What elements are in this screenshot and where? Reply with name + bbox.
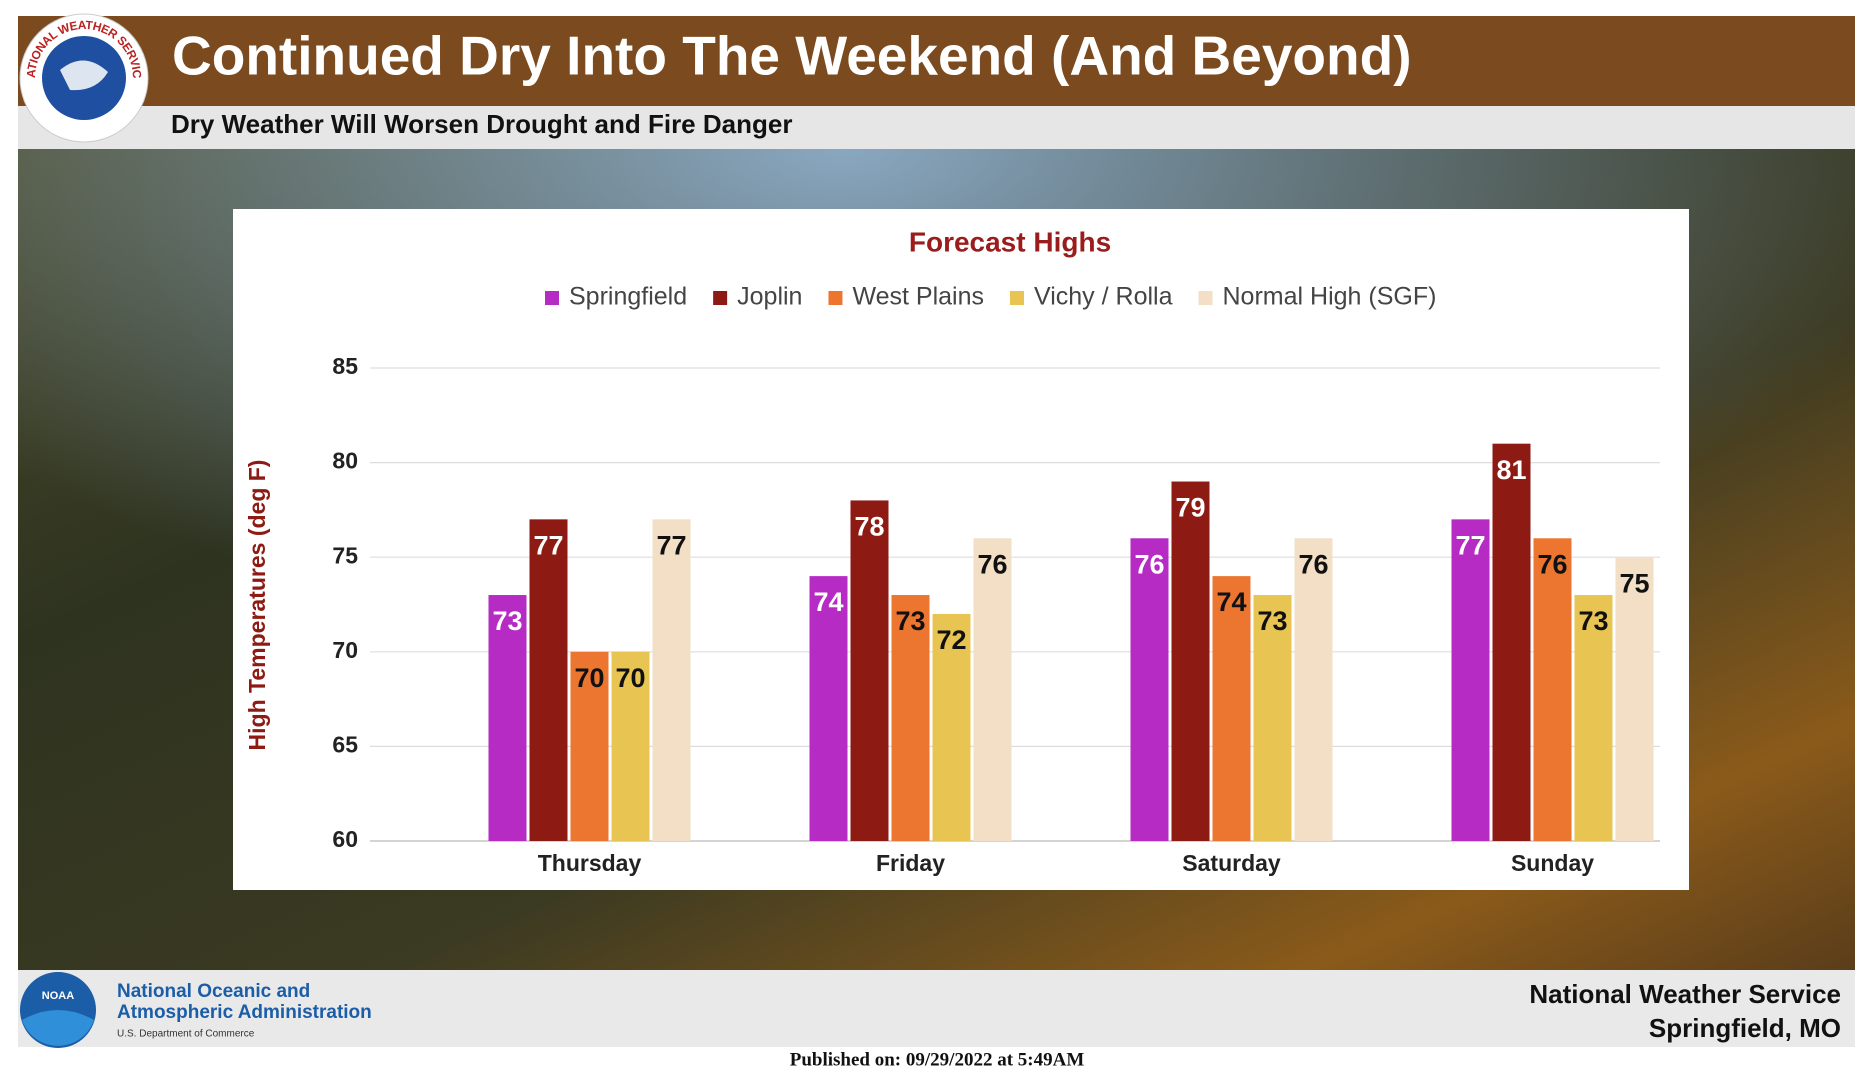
bar (570, 651, 609, 841)
value-label: 70 (574, 663, 604, 693)
page-title: Continued Dry Into The Weekend (And Beyo… (172, 25, 1412, 87)
page-subtitle: Dry Weather Will Worsen Drought and Fire… (171, 109, 792, 139)
y-tick-label: 85 (332, 353, 358, 379)
x-tick-label: Saturday (1182, 850, 1281, 876)
bar (1130, 538, 1169, 841)
value-label: 79 (1175, 493, 1205, 523)
legend-label: Springfield (569, 283, 687, 311)
bar (1533, 538, 1572, 841)
footer-bar (18, 970, 1855, 1047)
bar (973, 538, 1012, 841)
y-tick-label: 70 (332, 637, 358, 663)
header-bar (18, 16, 1855, 106)
bar (932, 613, 971, 841)
published-date: Published on: 09/29/2022 at 5:49AM (790, 1049, 1085, 1070)
value-label: 73 (1578, 606, 1608, 636)
chart: Forecast Highs High Temperatures (deg F)… (244, 226, 1660, 876)
value-label: 73 (895, 606, 925, 636)
bar (1171, 481, 1210, 841)
value-label: 76 (1298, 549, 1328, 579)
value-label: 77 (533, 530, 563, 560)
agency-line: National Oceanic and (117, 981, 310, 1002)
value-label: 75 (1619, 568, 1649, 598)
x-tick-label: Sunday (1511, 850, 1594, 876)
bar (652, 519, 691, 841)
bar (809, 576, 848, 841)
bar (488, 595, 527, 841)
legend-label: Vichy / Rolla (1034, 283, 1173, 311)
value-label: 74 (1216, 587, 1246, 617)
value-label: 74 (813, 587, 843, 617)
value-label: 77 (1455, 530, 1485, 560)
department: U.S. Department of Commerce (117, 1029, 255, 1040)
bar (1492, 443, 1531, 841)
legend-swatch (1010, 291, 1024, 305)
value-label: 78 (854, 512, 884, 542)
legend-label: Normal High (SGF) (1223, 283, 1437, 311)
bar (1212, 576, 1251, 841)
y-tick-label: 75 (332, 542, 358, 568)
value-label: 73 (492, 606, 522, 636)
bar (529, 519, 568, 841)
bar (1294, 538, 1333, 841)
bar (1574, 595, 1613, 841)
value-label: 73 (1257, 606, 1287, 636)
value-label: 77 (656, 530, 686, 560)
legend-swatch (1198, 291, 1213, 305)
noaa-logo: NOAA (20, 972, 96, 1048)
office-line: National Weather Service (1529, 979, 1841, 1009)
bar (891, 595, 930, 841)
noaa-logo-text: NOAA (42, 990, 74, 1002)
y-tick-label: 60 (332, 826, 358, 852)
value-label: 72 (936, 625, 966, 655)
x-tick-label: Thursday (538, 850, 642, 876)
value-label: 76 (1134, 549, 1164, 579)
logo-cloud (60, 60, 108, 91)
value-label: 76 (1537, 549, 1567, 579)
value-label: 81 (1496, 455, 1526, 485)
agency-line: Atmospheric Administration (117, 1002, 372, 1023)
noaa-wave (22, 1010, 94, 1046)
bar (1451, 519, 1490, 841)
x-tick-label: Friday (876, 850, 945, 876)
office-line: Springfield, MO (1649, 1013, 1841, 1043)
y-tick-label: 65 (332, 731, 358, 757)
legend-swatch (545, 291, 559, 305)
bar (1615, 557, 1654, 841)
y-axis-title: High Temperatures (deg F) (244, 460, 270, 751)
value-label: 70 (615, 663, 645, 693)
legend-swatch (828, 291, 843, 305)
subtitle-bar (18, 106, 1855, 149)
legend-label: West Plains (852, 283, 984, 311)
chart-title: Forecast Highs (909, 226, 1111, 257)
bar (850, 500, 889, 841)
legend-label: Joplin (737, 283, 802, 311)
value-label: 76 (977, 549, 1007, 579)
y-tick-label: 80 (332, 448, 358, 474)
bar (611, 651, 650, 841)
legend-swatch (713, 291, 728, 305)
bar (1253, 595, 1292, 841)
